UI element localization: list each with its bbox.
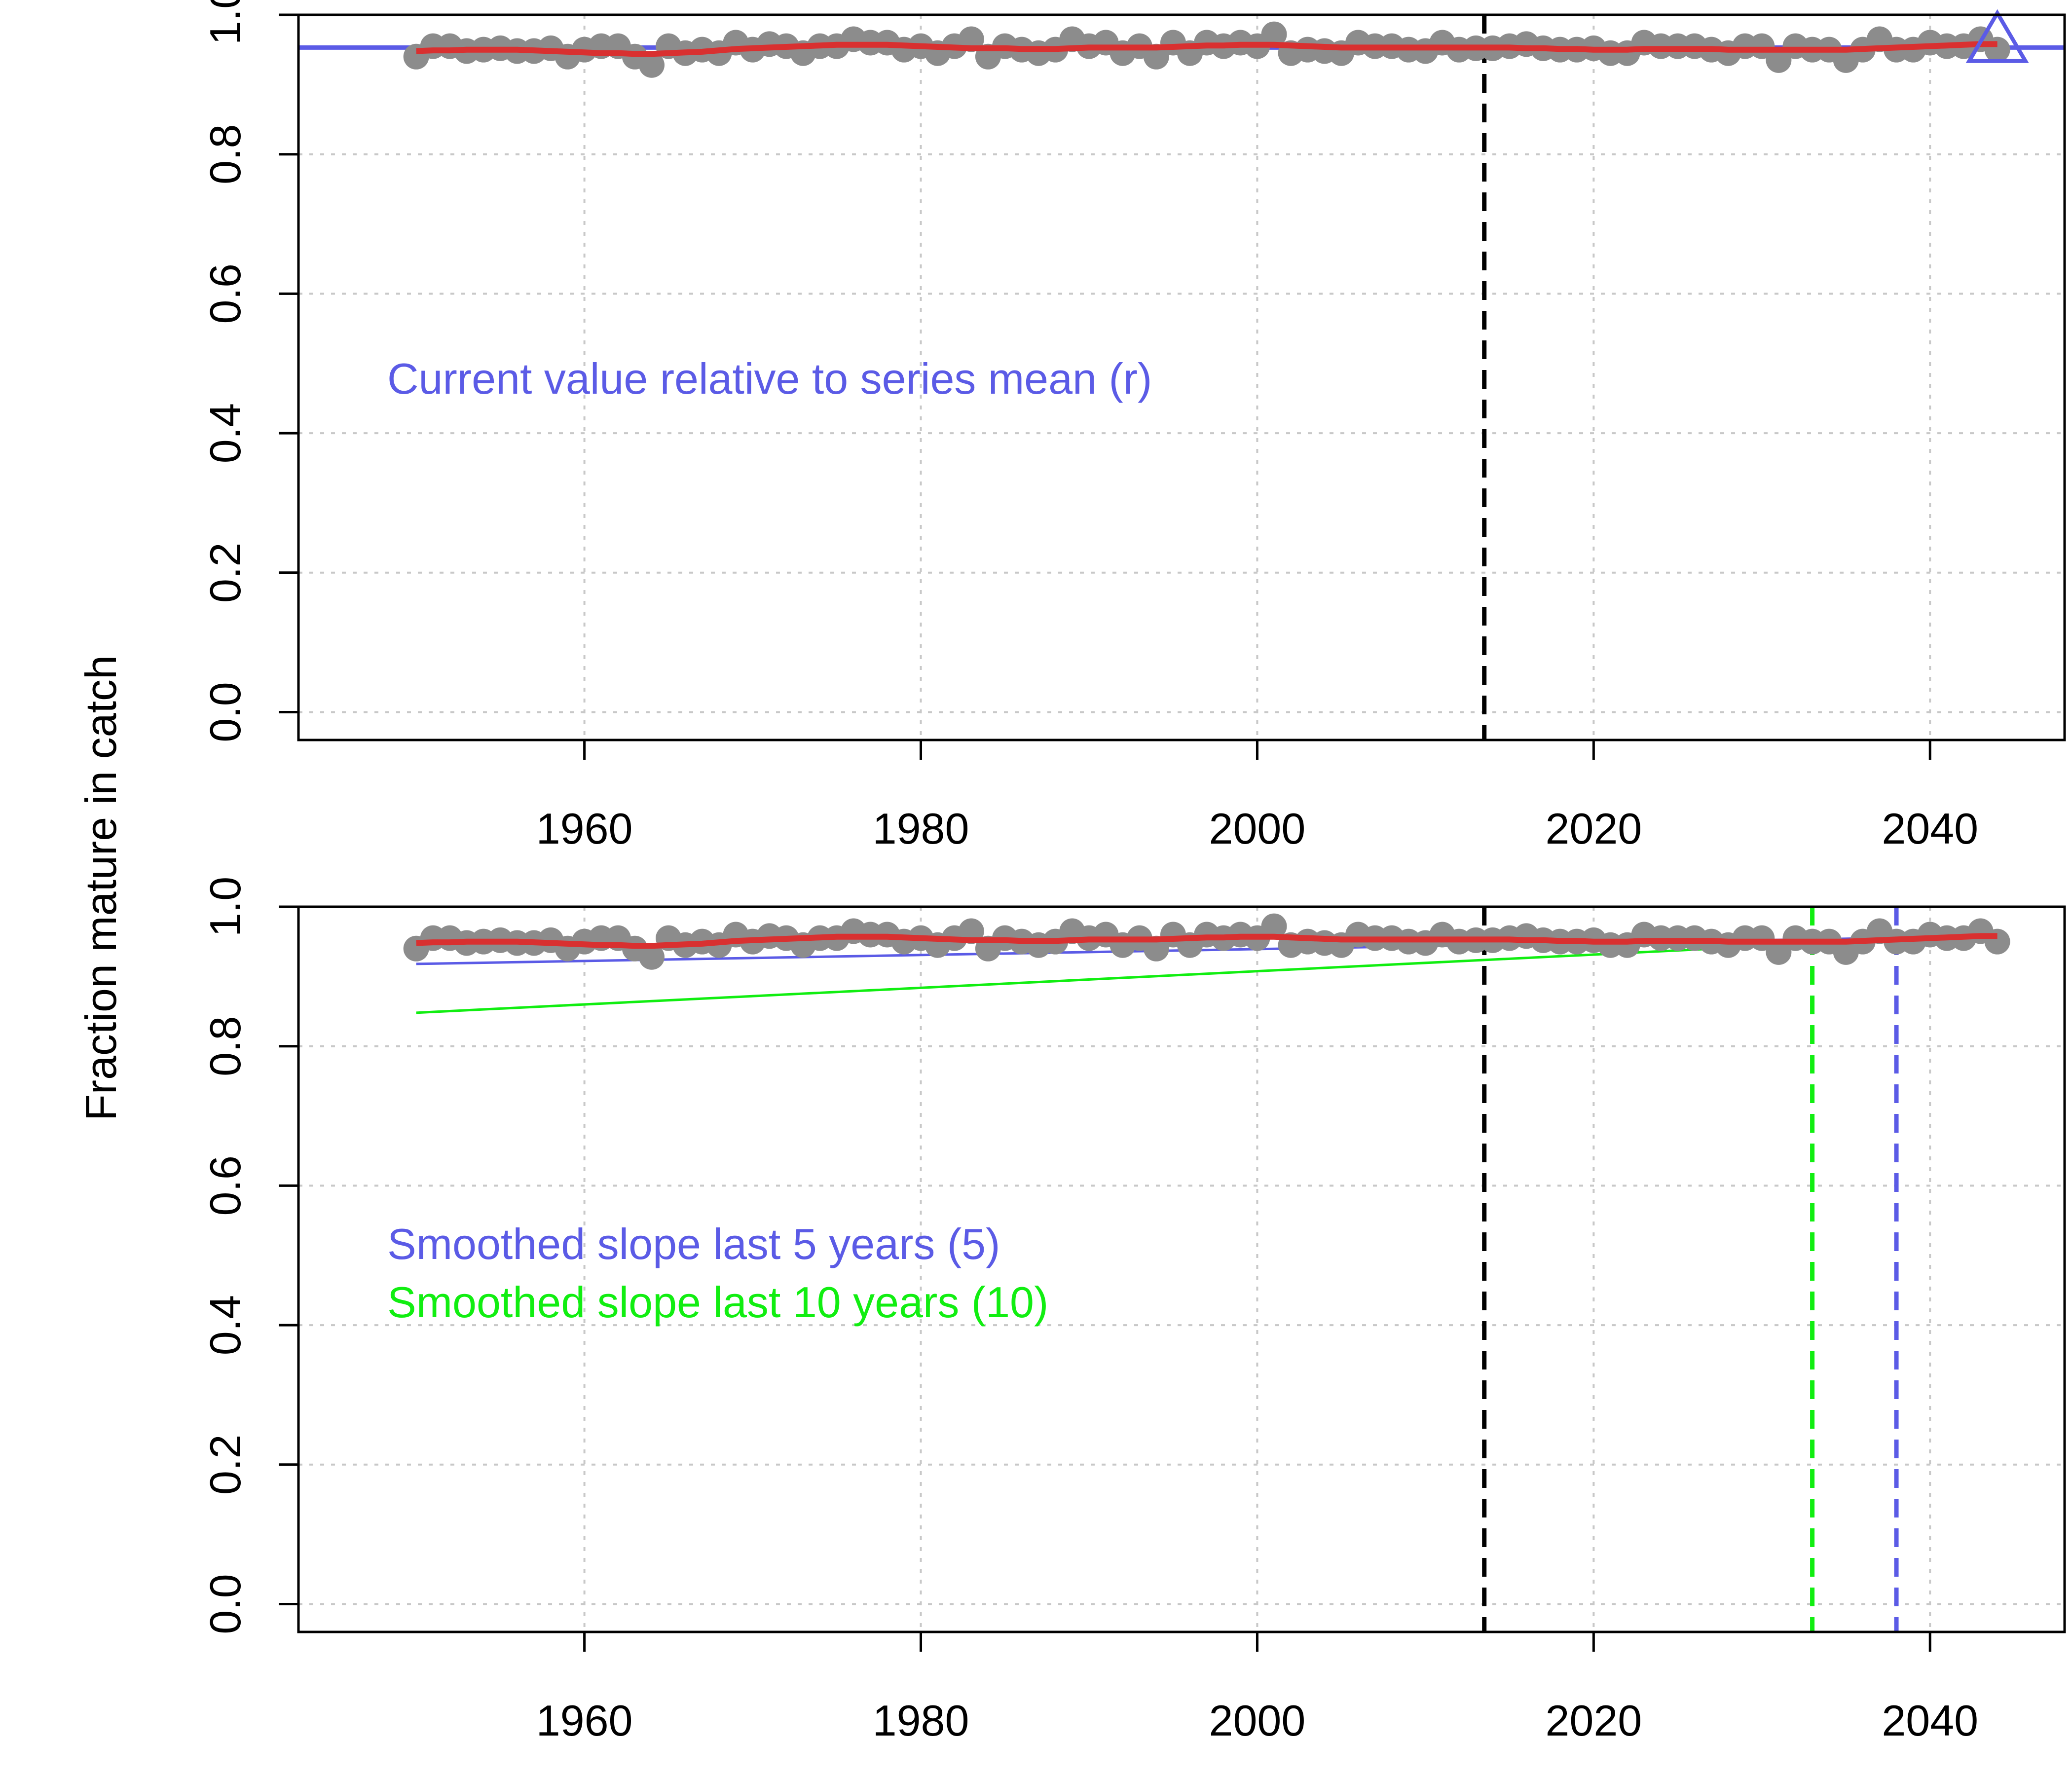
top-point-2031 (1766, 47, 1792, 73)
bottom-x-tick-label-2040: 2040 (1882, 1696, 1978, 1745)
bottom-x-tick-label-1980: 1980 (873, 1696, 969, 1745)
bottom-y-tick-label-1: 0.2 (201, 1435, 250, 1495)
top-loess-line (416, 41, 1998, 57)
top-y-tick-label-3: 0.6 (201, 263, 250, 324)
bottom-x-tick-label-2020: 2020 (1545, 1696, 1642, 1745)
bottom-smoother (416, 933, 1998, 949)
bottom-point-1964 (639, 944, 665, 970)
bottom-annotation-slope5: Smoothed slope last 5 years (5) (387, 1220, 1000, 1268)
top-smoother (416, 41, 1998, 57)
top-triangle-marker (1965, 9, 2029, 63)
bottom-y-tick-label-0: 0.0 (201, 1574, 250, 1634)
top-point-2001 (1261, 21, 1287, 47)
bottom-point-2001 (1261, 913, 1287, 939)
top-point-1964 (639, 52, 665, 78)
bottom-x-tick-label-1960: 1960 (536, 1696, 633, 1745)
bottom-y-tick-label-2: 0.4 (201, 1295, 250, 1355)
top-y-tick-label-1: 0.2 (201, 543, 250, 603)
top-panel: 1960 1980 2000 2020 2040 0.00.20.40.60.81.0 … (201, 0, 2066, 853)
top-y-tick-label-4: 0.8 (201, 124, 250, 185)
top-current-value-marker (1965, 9, 2029, 63)
bottom-annotation-slope10: Smoothed slope last 10 years (10) (387, 1278, 1048, 1327)
bottom-point-2031 (1766, 939, 1792, 965)
top-y-tick-label-5: 1.0 (201, 0, 250, 45)
bottom-y-tick-label-4: 0.8 (201, 1016, 250, 1076)
bottom-loess-line (416, 933, 1998, 949)
top-point-2044 (1984, 37, 2010, 63)
top-x-tick-label-2040: 2040 (1882, 804, 1978, 853)
bottom-panel: 1960 1980 2000 2020 2040 0.00.20.40.60.81.0 … (201, 877, 2066, 1745)
bottom-y-tick-label-5: 1.0 (201, 877, 250, 937)
top-y-tick-label-2: 0.4 (201, 403, 250, 463)
bottom-x-axis: 1960 1980 2000 2020 2040 (536, 1630, 1978, 1745)
bottom-x-tick-label-2000: 2000 (1209, 1696, 1306, 1745)
top-y-axis: 0.0 0.2 0.4 0.6 0.8 1.0 (201, 0, 300, 742)
top-y-tick-label-0: 0.0 (201, 682, 250, 742)
top-x-tick-label-1980: 1980 (873, 804, 969, 853)
top-annotation: Current value relative to series mean (r… (387, 354, 1152, 403)
y-axis-label: Fraction mature in catch (76, 655, 125, 1121)
bottom-point-2044 (1984, 928, 2010, 955)
top-x-tick-label-2020: 2020 (1545, 804, 1642, 853)
top-x-axis: 1960 1980 2000 2020 2040 (536, 739, 1978, 853)
top-x-tick-label-2000: 2000 (1209, 804, 1306, 853)
bottom-y-axis: 0.0 0.2 0.4 0.6 0.8 1.0 (201, 877, 300, 1634)
bottom-vertical-lines (1482, 907, 1899, 1632)
bottom-y-tick-label-3: 0.6 (201, 1155, 250, 1216)
top-x-tick-label-1960: 1960 (536, 804, 633, 853)
